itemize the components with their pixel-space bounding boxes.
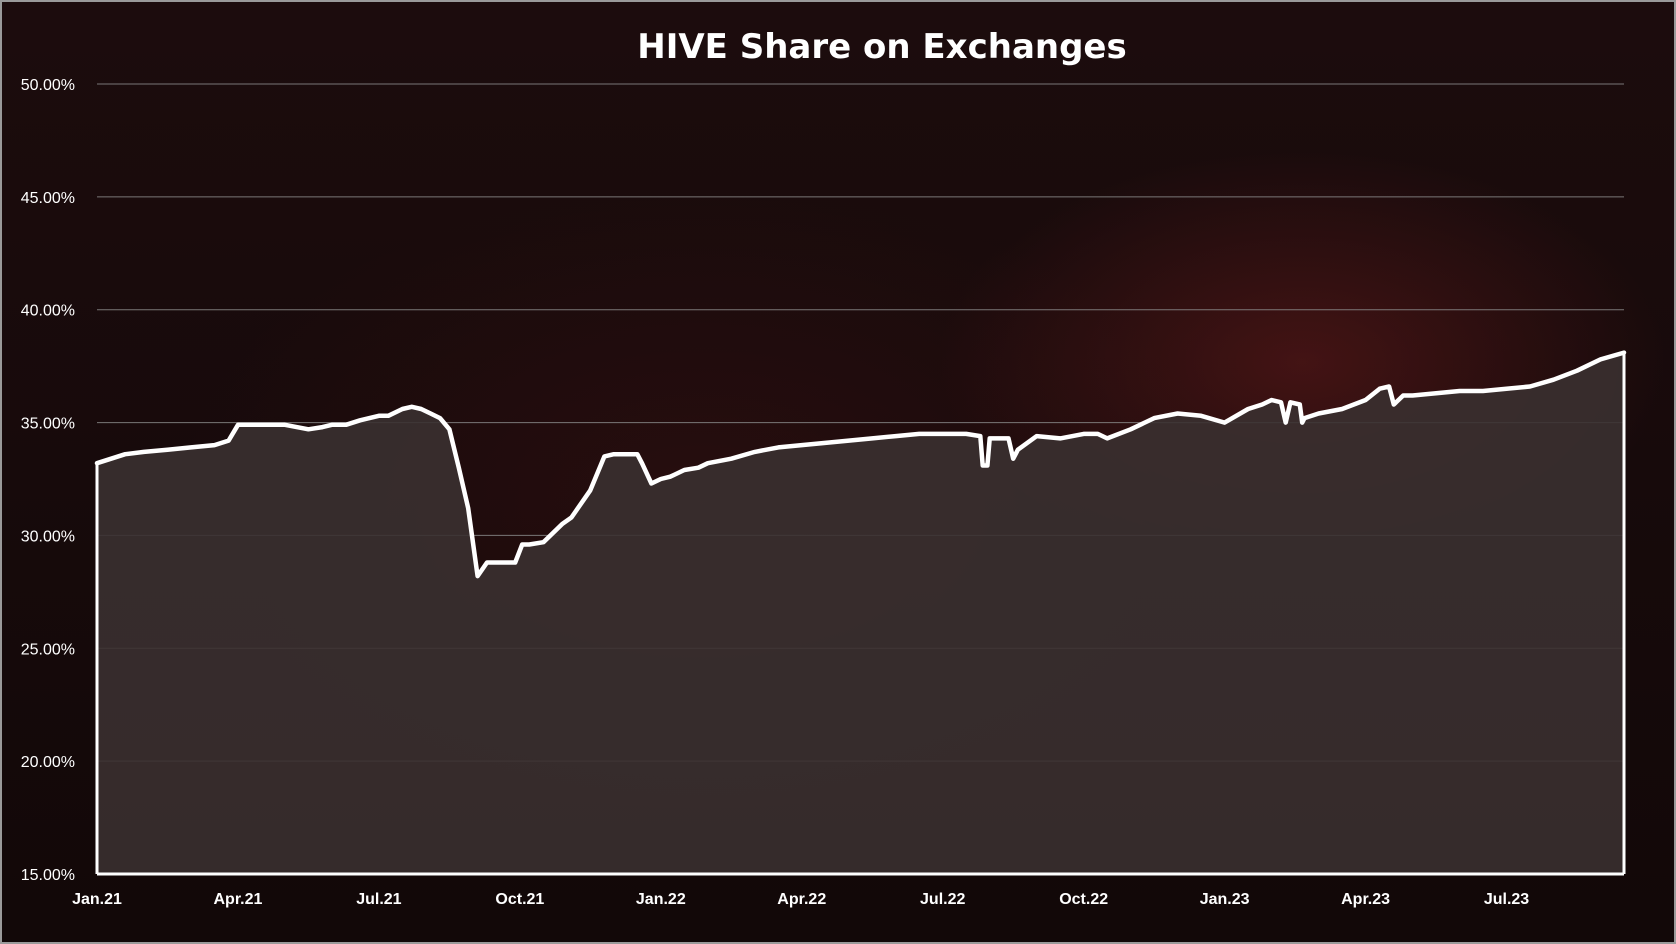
line-layer [94,350,1627,579]
x-tick-label: Oct.21 [495,891,544,908]
x-tick-label: Jan.23 [1200,891,1250,908]
y-tick-label: 45.00% [21,190,75,207]
x-tick-label: Jul.23 [1484,891,1529,908]
x-tick-label: Jul.21 [356,891,401,908]
series-area [97,352,1624,875]
area-layer [97,352,1624,875]
y-tick-label: 25.00% [21,641,75,658]
series-line [94,350,1627,579]
plot-frame [95,352,1626,876]
x-tick-label: Jul.22 [920,891,965,908]
x-tick-label: Jan.22 [636,891,686,908]
y-tick-label: 35.00% [21,416,75,433]
x-axis-ticks: Jan.21 Apr.21 Jul.21 Oct.21 Jan.22 Apr.22 Jul.… [72,891,1529,908]
x-tick-label: Apr.21 [213,891,262,908]
y-tick-label: 15.00% [21,867,75,884]
x-tick-label: Oct.22 [1059,891,1108,908]
y-axis-ticks: 15.00% 20.00% 25.00% 30.00% 35.00% 40.00% 45.0… [21,77,75,884]
x-tick-label: Jan.21 [72,891,122,908]
y-tick-label: 50.00% [21,77,75,94]
chart-title: HIVE Share on Exchanges [637,27,1126,67]
y-tick-label: 40.00% [21,303,75,320]
y-tick-label: 20.00% [21,754,75,771]
y-tick-label: 30.00% [21,528,75,545]
x-tick-label: Apr.23 [1341,891,1390,908]
x-tick-label: Apr.22 [777,891,826,908]
